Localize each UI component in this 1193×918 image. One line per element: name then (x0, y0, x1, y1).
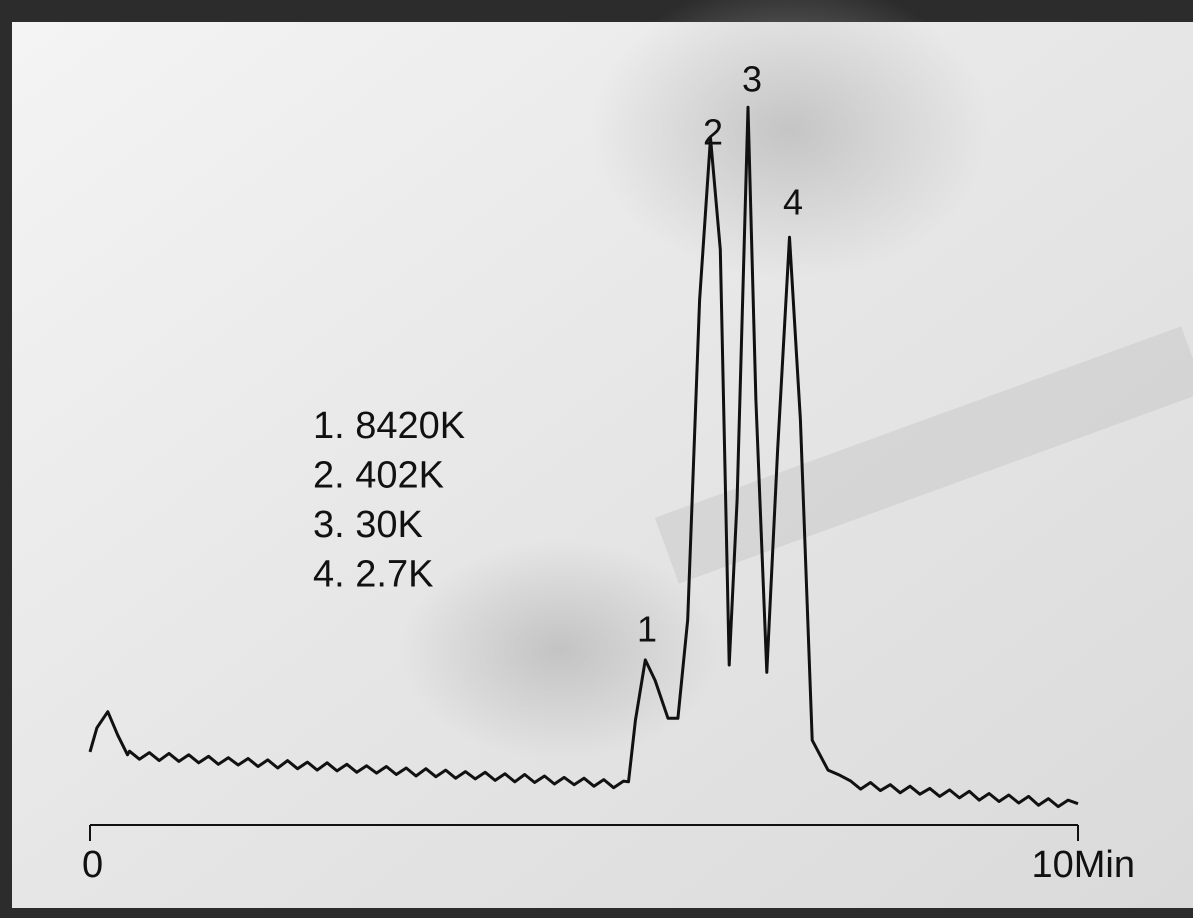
peak-label: 1 (637, 609, 657, 650)
x-tick-label: 0 (82, 844, 103, 886)
plot-area: 0 10Min 1 23 4 1. 8420K 2. 402K 3. 30K 4. 2.7K (82, 59, 1135, 887)
background-shape (400, 540, 720, 760)
trace (88, 105, 1079, 809)
peak-list-item: 4. 2.7K (313, 554, 433, 596)
background-shape (590, 0, 990, 280)
background-shape (654, 326, 1193, 584)
peak-list-item: 2. 402K (313, 455, 444, 497)
x-tick-label: 10Min (1032, 844, 1136, 886)
peak-label: 3 (742, 59, 762, 100)
peak-list-item: 3. 30K (313, 504, 423, 546)
peak-list-item: 1. 8420K (313, 405, 465, 447)
peak-label: 4 (783, 182, 803, 223)
peak-label: 2 (703, 112, 723, 153)
